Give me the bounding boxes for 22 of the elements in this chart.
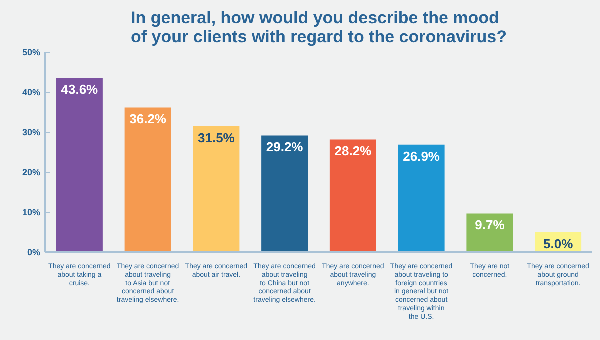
bar: [330, 140, 376, 252]
bar: [262, 136, 308, 252]
data-label: 9.7%: [475, 218, 506, 233]
data-label: 36.2%: [130, 112, 167, 127]
data-label: 31.5%: [198, 130, 236, 146]
bar: [124, 108, 172, 252]
data-label: 29.2%: [266, 140, 304, 155]
bar: [398, 144, 445, 252]
y-tick-label: 30%: [22, 128, 40, 138]
bar: [466, 214, 514, 252]
bar: [56, 78, 103, 252]
data-label: 26.9%: [403, 148, 440, 164]
chart-title: In general, how would you describe the mood of your clients with regard to the coronavirus?: [131, 8, 507, 46]
y-tick-label: 10%: [22, 208, 40, 218]
data-label: 43.6%: [61, 82, 99, 98]
data-label: 5.0%: [543, 236, 574, 252]
y-tick-label: 50%: [22, 48, 40, 58]
data-label: 28.2%: [334, 144, 372, 159]
bar: [193, 126, 240, 252]
y-tick-label: 20%: [22, 168, 40, 178]
y-tick-label: 0%: [27, 248, 41, 258]
y-tick-label: 40%: [22, 88, 40, 98]
